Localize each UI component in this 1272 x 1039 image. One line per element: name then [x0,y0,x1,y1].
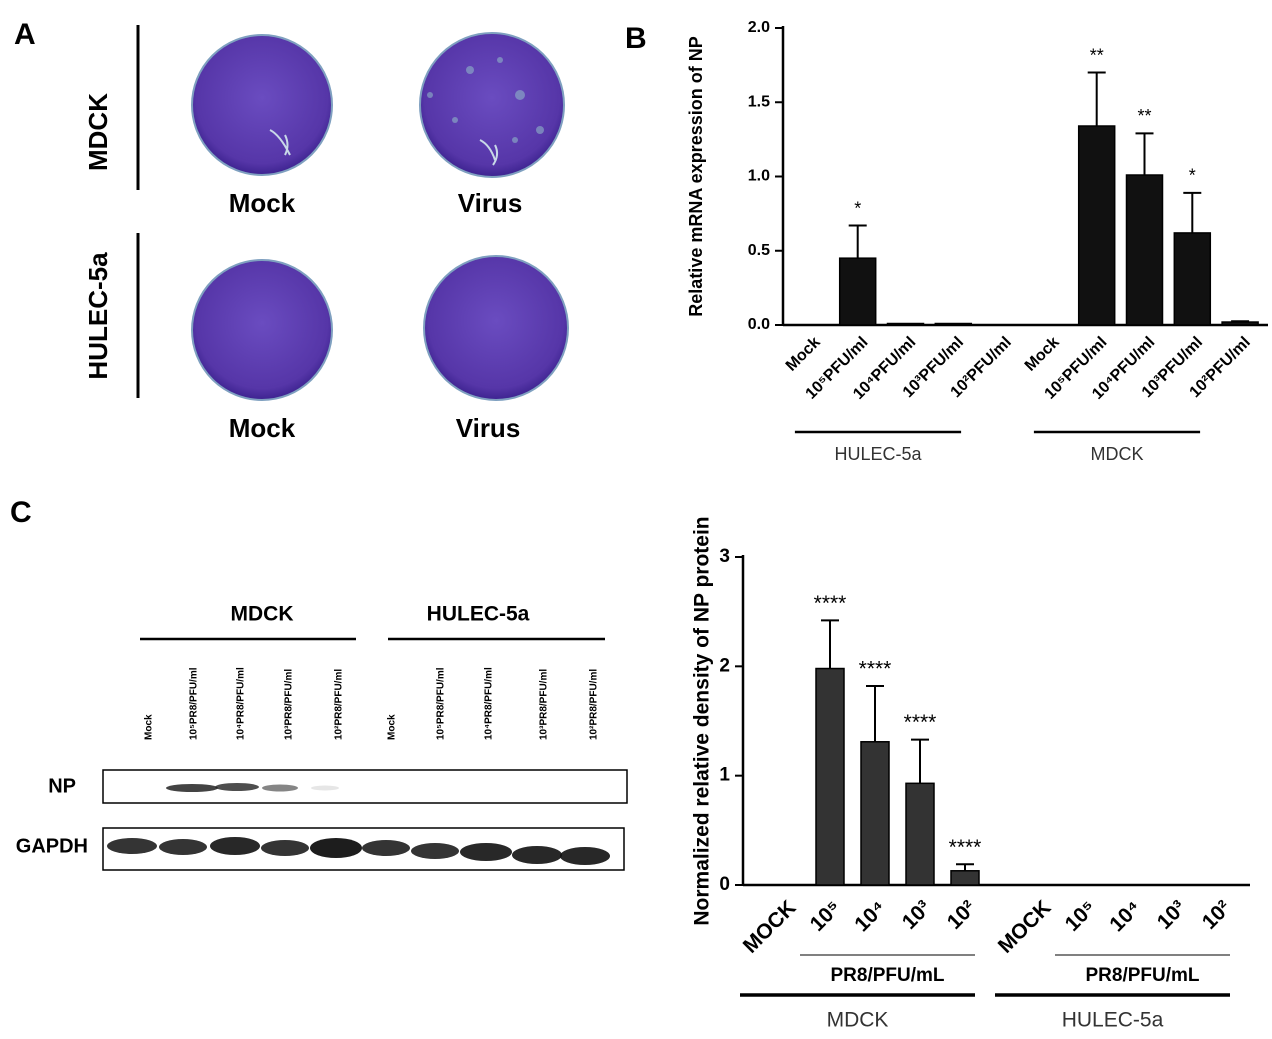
lane-label: 10⁴PR8/PFU/ml [236,667,247,740]
lane-label: 10³PR8/PFU/ml [284,669,295,740]
bar [905,782,935,886]
significance: **** [859,658,892,681]
y-tick-label: 1.5 [748,93,770,110]
x-tick-label: 10² [943,896,981,934]
lane-label: Mock [144,714,155,740]
error-bar [911,738,929,784]
error-bar [866,685,884,742]
y-tick-label: 2.0 [748,19,770,36]
x-tick-label: 10³ [1153,896,1191,934]
x-tick-label: 10³ [898,896,936,934]
significance: * [854,198,861,218]
lane-label: Mock [387,714,398,740]
row-label: HULEC-5a [83,252,113,380]
lane-label: 10⁴PR8/PFU/ml [484,667,495,740]
blot-row-label: GAPDH [16,835,88,857]
error-bar [1087,71,1106,127]
blot-row-label: NP [48,775,76,797]
bar [950,870,980,886]
x-tick-label: MOCK [994,896,1056,958]
column-label: Mock [229,188,296,218]
error-bar [1231,320,1250,323]
subgroup-label: PR8/PFU/mL [830,965,944,986]
lane-label: 10³PR8/PFU/ml [539,669,550,740]
scratch [269,129,291,156]
gapdh-bands [107,837,610,865]
plate [423,255,569,401]
bar [934,322,973,326]
bar [1221,321,1259,326]
x-tick-label: 10² [1198,896,1236,934]
row-label: MDCK [83,93,113,171]
y-tick-label: 0 [719,874,730,895]
x-tick-label: 10⁴ [850,896,890,936]
column-label: Mock [229,413,296,443]
panel-label: A [14,18,36,51]
x-tick-label: MOCK [739,896,801,958]
lane-label: 10⁵PR8/PFU/ml [189,667,200,740]
significance: * [1189,166,1196,186]
column-label: Virus [456,413,521,443]
lane-label: 10²PR8/PFU/ml [589,669,600,740]
panel-label: B [625,22,647,55]
significance: **** [904,711,937,734]
significance: ** [1090,45,1104,65]
bar [860,741,890,886]
scratch [479,139,499,166]
y-tick-label: 1.0 [748,168,770,185]
significance: **** [814,592,847,615]
error-bar [1135,132,1154,176]
np-bands [166,783,339,792]
blot-group: MDCK [231,603,294,626]
plate [191,34,333,176]
group-label: HULEC-5a [834,444,922,464]
lane-labels: Mock 10⁵PR8/PFU/ml 10⁴PR8/PFU/ml 10³PR8/PFU… [144,667,600,740]
subgroup-label: PR8/PFU/mL [1085,965,1199,986]
group-label: MDCK [827,1009,889,1032]
bar [886,322,925,326]
group-label: HULEC-5a [1062,1009,1164,1032]
y-tick-label: 0.5 [748,242,770,259]
group-label: MDCK [1091,444,1144,464]
bar [1173,232,1212,326]
x-tick-label: Mock [1022,334,1063,375]
plates [191,32,569,401]
error-bar [848,224,867,259]
y-axis-label: Relative mRNA expression of NP [686,36,706,316]
panel-label: C [10,496,32,529]
column-label: Virus [458,188,523,218]
bar [1125,174,1164,326]
x-tick-label: 10⁵ [1061,896,1101,936]
x-tick-label: 10⁴ [1105,896,1145,936]
plate [191,259,333,401]
plate [419,32,565,178]
error-bar [956,863,974,871]
x-tick-label: 10⁵ [806,896,846,936]
blot-group: HULEC-5a [427,603,530,626]
y-tick-label: 3 [719,546,730,567]
bar [838,257,877,326]
bar [1077,125,1116,326]
x-tick-label: Mock [783,334,824,375]
error-bar [821,619,839,669]
bar [815,667,845,886]
significance: ** [1137,106,1151,126]
y-axis-label: Normalized relative density of NP protei… [691,516,714,925]
lane-label: 10²PR8/PFU/ml [334,669,345,740]
plaques [427,57,544,143]
y-tick-label: 0.0 [748,316,770,333]
y-tick-label: 2 [719,655,730,676]
lane-label: 10⁵PR8/PFU/ml [436,667,447,740]
significance: **** [949,836,982,859]
y-tick-label: 1 [719,765,730,786]
error-bar [1183,191,1202,233]
